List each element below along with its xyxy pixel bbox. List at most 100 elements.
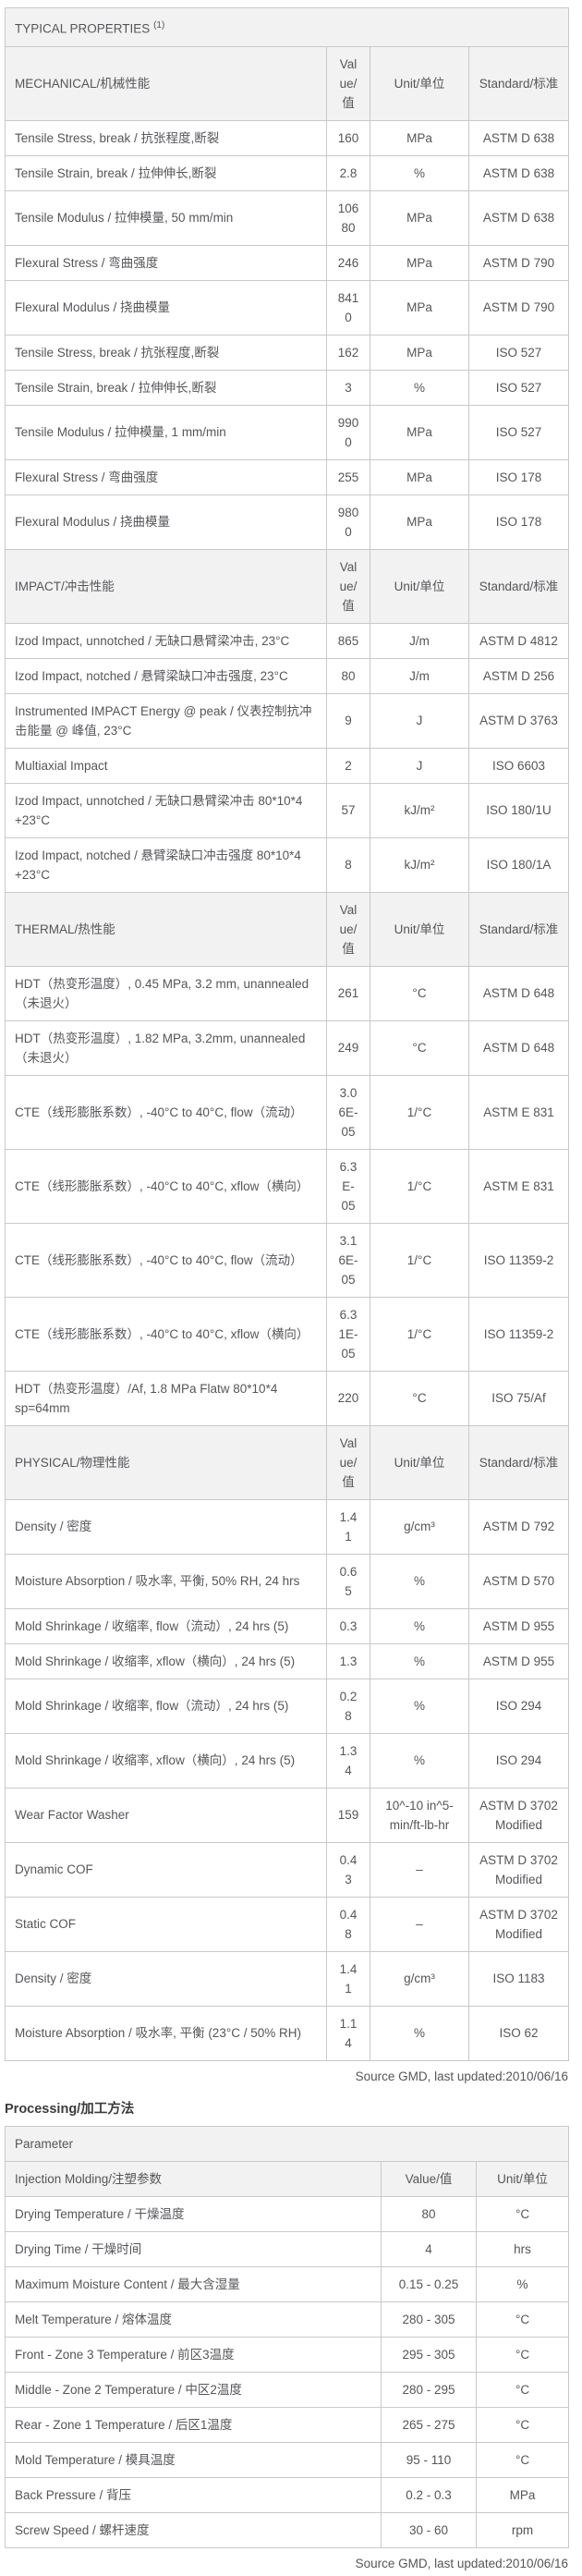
parameter-value-cell: 4 bbox=[381, 2230, 477, 2267]
section-name-cell: MECHANICAL/机械性能 bbox=[5, 45, 327, 121]
property-name-cell: Izod Impact, unnotched / 无缺口悬臂梁冲击 80*10*… bbox=[5, 782, 327, 838]
property-value-cell: 1.41 bbox=[326, 1950, 370, 2007]
property-unit-cell: J bbox=[370, 692, 469, 749]
parameter-name-cell: Screw Speed / 螺杆速度 bbox=[5, 2511, 382, 2548]
parameter-unit-cell: hrs bbox=[475, 2230, 570, 2267]
property-name-cell: Tensile Modulus / 拉伸模量, 1 mm/min bbox=[5, 404, 327, 460]
property-row: Density / 密度 1.41 g/cm³ ISO 1183 bbox=[5, 1950, 570, 2007]
column-header-cell: Unit/单位 bbox=[370, 548, 469, 624]
parameter-name-cell: Front - Zone 3 Temperature / 前区3温度 bbox=[5, 2336, 382, 2373]
property-value-cell: 8 bbox=[326, 836, 370, 893]
property-row: Instrumented IMPACT Energy @ peak / 仪表控制… bbox=[5, 692, 570, 749]
property-row: Tensile Strain, break / 拉伸伸长,断裂 2.8% ASTM … bbox=[5, 154, 570, 191]
property-value-cell: 0.28 bbox=[326, 1678, 370, 1734]
property-name-cell: CTE（线形膨胀系数）, -40°C to 40°C, xflow（横向） bbox=[5, 1148, 327, 1224]
column-header-cell: Standard/标准 bbox=[467, 1424, 570, 1500]
property-value-cell: 80 bbox=[326, 657, 370, 694]
property-value-cell: 10680 bbox=[326, 189, 370, 246]
property-name-cell: Mold Shrinkage / 收缩率, flow（流动）, 24 hrs (… bbox=[5, 1607, 327, 1644]
parameter-name-cell: Drying Time / 干燥时间 bbox=[5, 2230, 382, 2267]
section-header-row: THERMAL/热性能 Value/值 Unit/单位 Standard/标准 bbox=[5, 891, 570, 967]
parameter-value-cell: 295 - 305 bbox=[381, 2336, 477, 2373]
property-value-cell: 0.48 bbox=[326, 1896, 370, 1952]
property-unit-cell: 10^-10 in^5-min/ft-lb-hr bbox=[370, 1787, 469, 1843]
property-value-cell: 1.3 bbox=[326, 1642, 370, 1679]
section-name-cell: THERMAL/热性能 bbox=[5, 891, 327, 967]
parameter-value-cell: 80 bbox=[381, 2195, 477, 2232]
property-name-cell: Flexural Modulus / 挠曲模量 bbox=[5, 279, 327, 336]
property-name-cell: CTE（线形膨胀系数）, -40°C to 40°C, flow（流动） bbox=[5, 1074, 327, 1150]
property-unit-cell: J/m bbox=[370, 657, 469, 694]
property-row: Mold Shrinkage / 收缩率, flow（流动）, 24 hrs (… bbox=[5, 1678, 570, 1734]
property-row: Flexural Modulus / 挠曲模量 9800 MPa ISO 178 bbox=[5, 494, 570, 550]
property-name-cell: Izod Impact, notched / 悬臂梁缺口冲击强度, 23°C bbox=[5, 657, 327, 694]
property-name-cell: HDT（热变形温度）, 0.45 MPa, 3.2 mm, unannealed… bbox=[5, 965, 327, 1021]
property-standard-cell: ISO 180/1U bbox=[467, 782, 570, 838]
property-name-cell: Flexural Stress / 弯曲强度 bbox=[5, 458, 327, 495]
property-unit-cell: 1/°C bbox=[370, 1148, 469, 1224]
parameter-value-cell: 280 - 295 bbox=[381, 2371, 477, 2408]
property-name-cell: HDT（热变形温度）/Af, 1.8 MPa Flatw 80*10*4 sp=… bbox=[5, 1370, 327, 1426]
property-name-cell: Tensile Stress, break / 抗张程度,断裂 bbox=[5, 334, 327, 371]
section-header-row: PHYSICAL/物理性能 Value/值 Unit/单位 Standard/标准 bbox=[5, 1424, 570, 1500]
property-row: Flexural Stress / 弯曲强度 246 MPa ASTM D 790 bbox=[5, 244, 570, 281]
property-standard-cell: ASTM D 570 bbox=[467, 1553, 570, 1609]
property-unit-cell: MPa bbox=[370, 494, 469, 550]
property-unit-cell: °C bbox=[370, 965, 469, 1021]
property-standard-cell: ISO 6603 bbox=[467, 747, 570, 784]
processing-source-note: Source GMD, last updated:2010/06/16 bbox=[355, 2556, 568, 2570]
property-row: Moisture Absorption / 吸水率, 平衡 (23°C / 50… bbox=[5, 2005, 570, 2061]
column-header-cell: Value/值 bbox=[326, 45, 370, 121]
parameter-row: Front - Zone 3 Temperature / 前区3温度 295 - … bbox=[5, 2336, 570, 2373]
property-value-cell: 3.06E-05 bbox=[326, 1074, 370, 1150]
parameter-name-cell: Mold Temperature / 模具温度 bbox=[5, 2441, 382, 2478]
property-unit-cell: % bbox=[370, 1553, 469, 1609]
property-value-cell: 1.41 bbox=[326, 1498, 370, 1555]
parameter-value-cell: 265 - 275 bbox=[381, 2406, 477, 2443]
property-row: Density / 密度 1.41 g/cm³ ASTM D 792 bbox=[5, 1498, 570, 1555]
parameter-unit-cell: rpm bbox=[475, 2511, 570, 2548]
property-row: HDT（热变形温度）/Af, 1.8 MPa Flatw 80*10*4 sp=… bbox=[5, 1370, 570, 1426]
property-row: Izod Impact, unnotched / 无缺口悬臂梁冲击, 23°C 8… bbox=[5, 622, 570, 659]
column-header-cell: Unit/单位 bbox=[370, 45, 469, 121]
property-standard-cell: ASTM E 831 bbox=[467, 1074, 570, 1150]
property-row: Tensile Modulus / 拉伸模量, 1 mm/min 9900 MPa I… bbox=[5, 404, 570, 460]
property-unit-cell: 1/°C bbox=[370, 1296, 469, 1372]
parameter-value-cell: 0.2 - 0.3 bbox=[381, 2476, 477, 2513]
property-standard-cell: ASTM D 638 bbox=[467, 189, 570, 246]
property-unit-cell: % bbox=[370, 369, 469, 406]
property-row: Wear Factor Washer 159 10^-10 in^5-min/ft-… bbox=[5, 1787, 570, 1843]
property-unit-cell: MPa bbox=[370, 244, 469, 281]
property-value-cell: 57 bbox=[326, 782, 370, 838]
property-unit-cell: J/m bbox=[370, 622, 469, 659]
property-standard-cell: ASTM D 648 bbox=[467, 1019, 570, 1076]
property-value-cell: 0.3 bbox=[326, 1607, 370, 1644]
property-name-cell: Tensile Strain, break / 拉伸伸长,断裂 bbox=[5, 369, 327, 406]
property-unit-cell: 1/°C bbox=[370, 1074, 469, 1150]
property-row: Moisture Absorption / 吸水率, 平衡, 50% RH, 2… bbox=[5, 1553, 570, 1609]
property-standard-cell: ISO 527 bbox=[467, 369, 570, 406]
property-unit-cell: % bbox=[370, 1678, 469, 1734]
property-row: CTE（线形膨胀系数）, -40°C to 40°C, xflow（横向） 6.3… bbox=[5, 1296, 570, 1372]
column-header-cell: Unit/单位 bbox=[370, 1424, 469, 1500]
property-unit-cell: % bbox=[370, 1607, 469, 1644]
parameter-name-cell: Rear - Zone 1 Temperature / 后区1温度 bbox=[5, 2406, 382, 2443]
parameter-unit-cell: °C bbox=[475, 2441, 570, 2478]
parameter-row: Mold Temperature / 模具温度 95 - 110 °C bbox=[5, 2441, 570, 2478]
parameter-unit-cell: °C bbox=[475, 2301, 570, 2338]
property-unit-cell: MPa bbox=[370, 404, 469, 460]
property-row: Tensile Stress, break / 抗张程度,断裂 160 MPa AST… bbox=[5, 119, 570, 156]
property-name-cell: Instrumented IMPACT Energy @ peak / 仪表控制… bbox=[5, 692, 327, 749]
property-standard-cell: ASTM D 3702 Modified bbox=[467, 1841, 570, 1898]
property-name-cell: Moisture Absorption / 吸水率, 平衡 (23°C / 50… bbox=[5, 2005, 327, 2061]
parameter-row: Drying Temperature / 干燥温度 80 °C bbox=[5, 2195, 570, 2232]
property-value-cell: 9800 bbox=[326, 494, 370, 550]
column-header-cell: Value/值 bbox=[381, 2160, 477, 2197]
property-value-cell: 3.16E-05 bbox=[326, 1222, 370, 1298]
property-standard-cell: ISO 11359-2 bbox=[467, 1222, 570, 1298]
property-row: Mold Shrinkage / 收缩率, xflow（横向）, 24 hrs … bbox=[5, 1642, 570, 1679]
section-name-cell: Injection Molding/注塑参数 bbox=[5, 2160, 382, 2197]
property-standard-cell: ISO 180/1A bbox=[467, 836, 570, 893]
property-value-cell: 1.34 bbox=[326, 1732, 370, 1789]
column-header-cell: Value/值 bbox=[326, 891, 370, 967]
